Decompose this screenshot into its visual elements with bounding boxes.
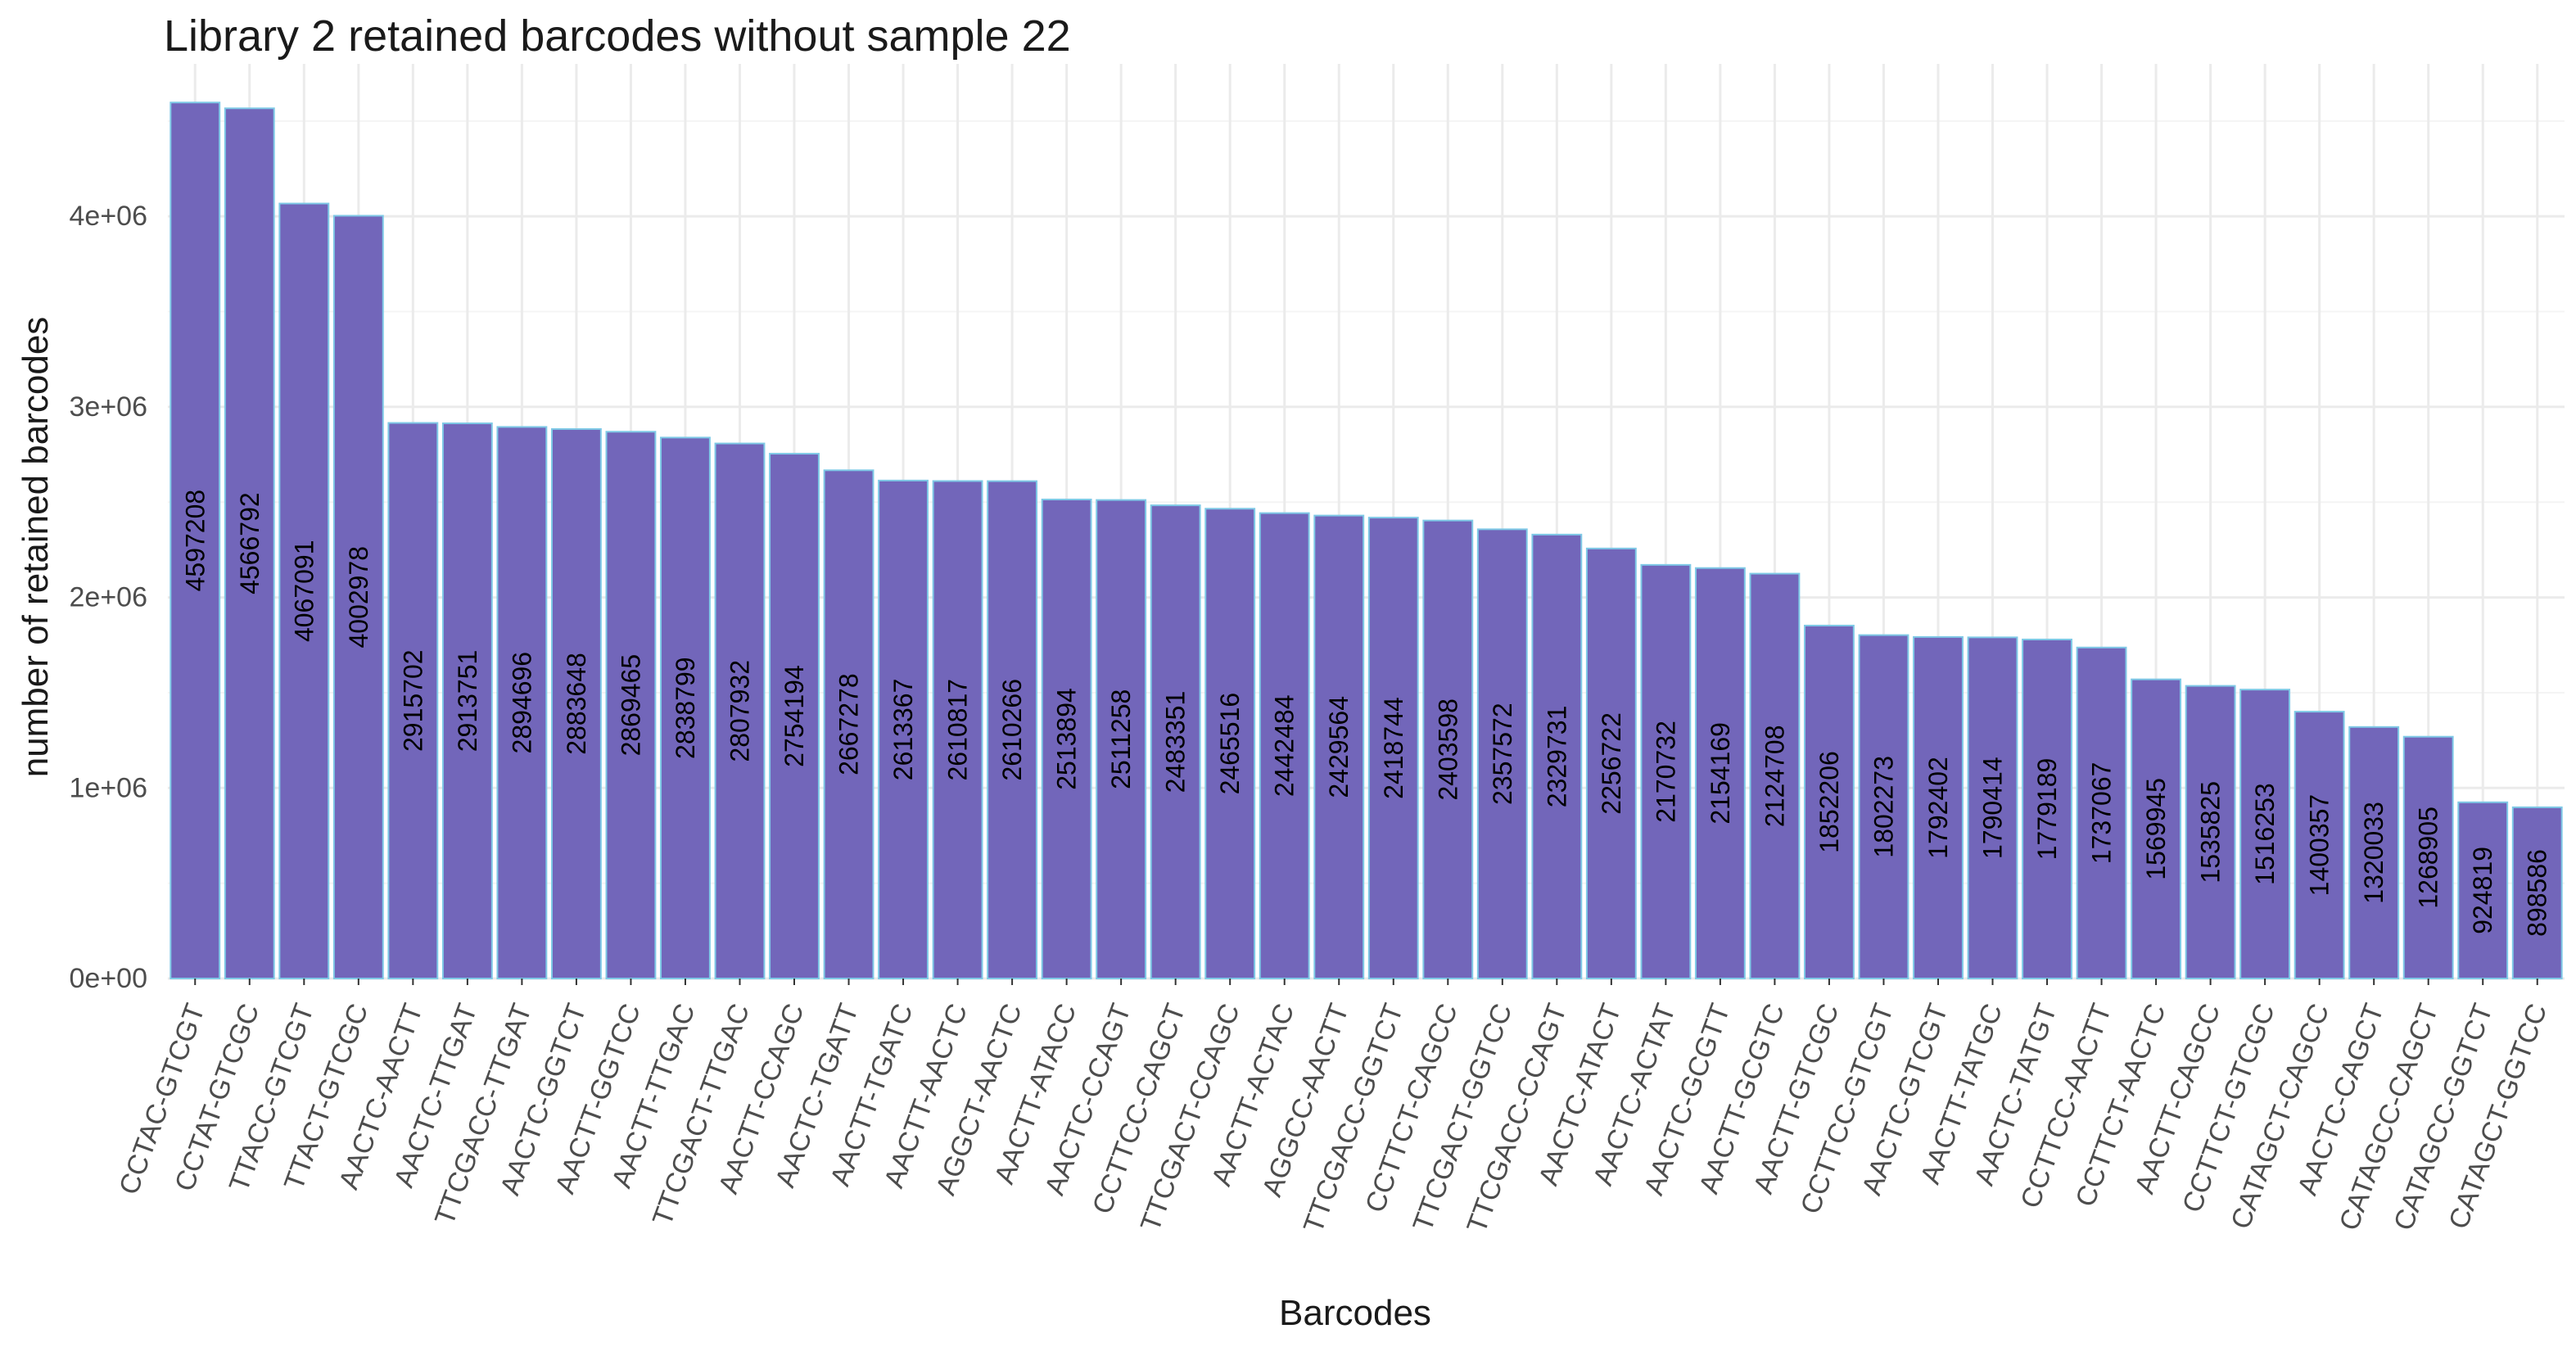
bar-AACTC-TATGT [2022,638,2072,979]
bar-AACTT-TTGAC [660,436,711,979]
bar-TTCGACT-GGTCC [1476,528,1528,979]
bar-AACTT-ATACC [1041,498,1092,979]
bar-value-label: 1400357 [2305,794,2334,897]
bar-CCTTCC-GTCGT [1858,634,1909,980]
bar-TTCGACC-GGTCT [1367,517,1419,979]
bar-value-label: 2442484 [1270,695,1299,798]
bar-value-label: 2513894 [1052,688,1082,790]
bar-value-label: 2869465 [616,654,645,757]
bar-AACTT-ACTAC [1259,512,1310,979]
bars [169,102,2563,980]
bar-value-label: 1792402 [1923,757,1953,859]
bar-value-label: 1268905 [2414,807,2443,909]
bar-value-label: 2256722 [1597,712,1626,815]
bar-AACTT-TGATC [878,479,929,979]
y-tick-label: 3e+06 [70,391,148,423]
bar-value-label: 2915702 [398,649,427,752]
y-axis-title: number of retained barcodes [16,317,56,778]
bar-value-label: 2429564 [1324,696,1354,798]
bar-value-label: 1737067 [2087,762,2117,865]
y-tick-label: 4e+06 [70,201,148,232]
bar-value-label: 2154169 [1706,722,1735,825]
bar-value-label: 1852206 [1814,751,1844,853]
y-axis-ticks: 0e+00 1e+06 2e+06 3e+06 4e+06 [70,201,148,994]
bar-CCTTCC-AACTT [2076,646,2127,979]
bar-value-label: 1790414 [1978,757,2008,859]
bar-value-label: 2403598 [1433,698,1462,801]
bar-AACTT-GCGTC [1749,572,1801,979]
bar-value-label: 2465516 [1215,693,1245,795]
bar-value-label: 2754194 [780,665,809,767]
bar-AACTT-CAGCC [2185,685,2236,979]
bar-value-label: 2838799 [671,657,700,759]
bar-CCTAC-GTCGT [169,102,221,979]
bar-AACTT-GTCGC [1804,624,1855,980]
bar-AACTT-AACTC [932,480,983,979]
bar-value-label: 2913751 [453,650,482,753]
bar-AACTC-GCGTT [1694,567,1746,979]
bar-value-label: 2483351 [1161,691,1191,793]
bar-value-label: 898586 [2523,849,2552,937]
x-axis-ticks: CCTAC-GTCGTCCTAT-GTCGCTTACC-GTCGTTTACT-G… [113,979,2553,1237]
x-axis-title: Barcodes [1279,1293,1431,1333]
bar-AACTC-CCAGT [1096,499,1147,979]
bar-value-label: 2667278 [834,673,864,775]
bar-value-label: 2357572 [1488,703,1517,805]
bar-value-label: 2124708 [1760,725,1789,827]
bar-CCTTCT-CAGCC [1422,519,1474,979]
bar-AACTC-CAGCT [2348,725,2400,979]
bar-value-labels: 4597208 4566792 4067091 4002978 2915702 29137… [180,490,2551,937]
bar-AACTC-ACTAT [1640,563,1692,980]
y-tick-label: 2e+06 [70,582,148,613]
bar-value-label: 2170732 [1651,721,1680,823]
bar-TTCGACC-CCAGT [1531,533,1583,979]
bar-value-label: 2610817 [943,679,973,781]
bar-TTACT-GTCGC [332,215,384,980]
bar-AACTC-GGTCT [550,427,602,979]
bar-value-label: 4597208 [180,490,210,592]
bar-value-label: 4002978 [344,546,373,649]
bar-value-label: 1569945 [2141,778,2171,880]
bar-CCTTCC-CAGCT [1150,504,1201,979]
bar-value-label: 2418744 [1379,697,1408,799]
bar-value-label: 4067091 [289,540,319,642]
bar-TTACC-GTCGT [278,202,330,980]
bar-value-label: 2329731 [1542,706,1571,808]
bar-value-label: 1535825 [2196,781,2226,884]
bar-value-label: 1516253 [2250,783,2280,885]
bar-CATAGCC-CAGCT [2402,735,2454,979]
bar-AGGCC-AACTT [1313,514,1365,979]
chart-title: Library 2 retained barcodes without samp… [164,11,1071,61]
bar-value-label: 1320033 [2359,802,2388,904]
bar-value-label: 2883648 [562,653,591,755]
bar-AACTC-AACTT [387,422,439,979]
bar-value-label: 2613367 [888,679,918,781]
bar-value-label: 2511258 [1106,689,1136,789]
bar-value-label: 2610266 [997,679,1027,781]
bar-CCTTCT-GTCGC [2239,689,2291,979]
bar-value-label: 2894696 [507,652,536,754]
bar-CATAGCC-GGTCT [2457,801,2509,980]
bar-value-label: 1802273 [1869,756,1898,858]
bar-AACTT-TATGC [1967,636,2018,979]
bar-value-label: 1779189 [2032,758,2062,861]
y-tick-label: 0e+00 [70,963,148,994]
bar-AACTC-TTGAT [441,422,493,979]
y-tick-label: 1e+06 [70,772,148,803]
bar-CCTAT-GTCGC [224,107,275,980]
bar-AACTT-CCAGC [769,453,820,979]
bar-AACTT-GGTCC [605,431,657,979]
bar-AACTC-TGATT [823,469,874,979]
bar-value-label: 924819 [2468,847,2497,934]
bar-value-label: 2807932 [725,660,754,762]
bar-TTCGACT-TTGAC [714,442,766,979]
bar-value-label: 4566792 [235,492,264,594]
bar-CATAGCT-GGTCC [2511,806,2563,979]
